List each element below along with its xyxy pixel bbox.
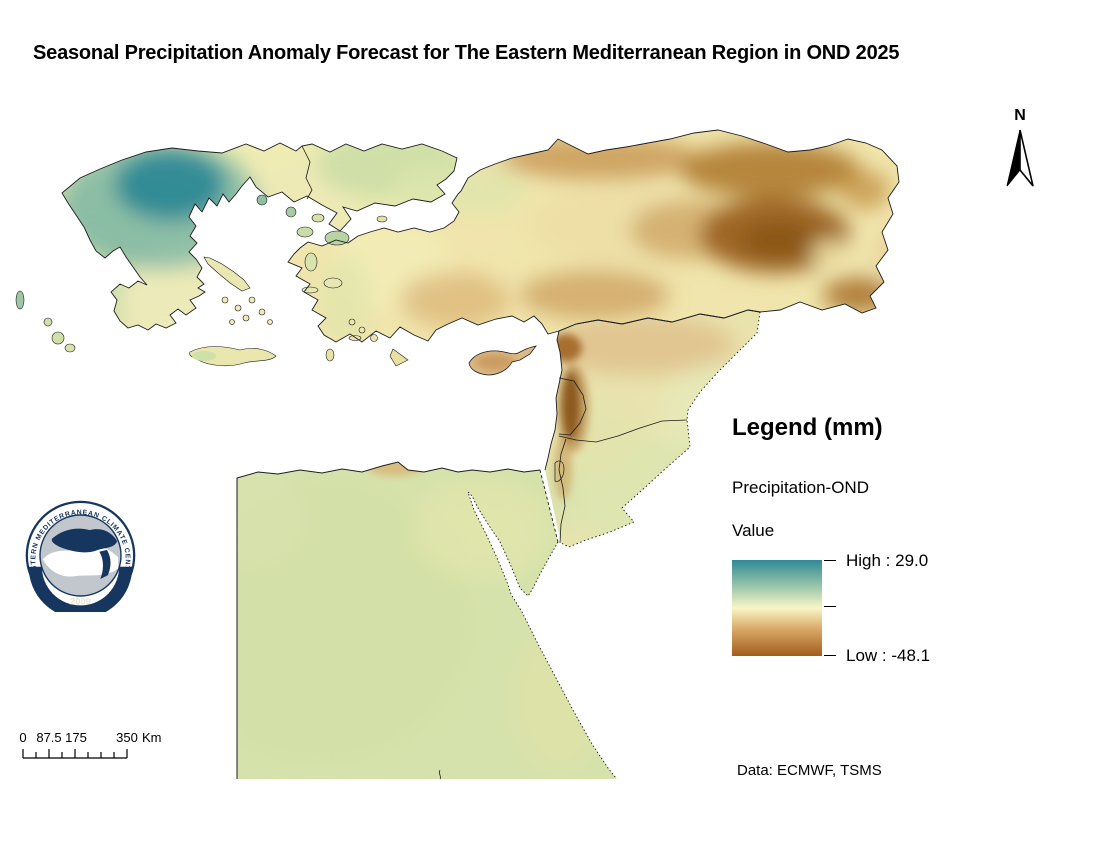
coastlines [61, 129, 900, 780]
map-title: Seasonal Precipitation Anomaly Forecast … [33, 42, 900, 64]
logo-bottom-band [28, 566, 133, 612]
legend-layer-label: Precipitation-OND [732, 478, 869, 497]
legend-title: Legend (mm) [732, 414, 883, 441]
logo-year: 2009 [70, 595, 91, 606]
legend-high-label: High : 29.0 [846, 551, 929, 570]
legend-tick-high [824, 560, 836, 561]
logo-star-left: ★ [51, 587, 58, 596]
region-turkey [288, 130, 899, 342]
legend-gradient-bar [732, 560, 822, 656]
legend-tick-low [824, 655, 836, 656]
legend-low-label: Low : -48.1 [846, 646, 931, 665]
north-arrow-icon: N [1006, 107, 1034, 187]
scale-label-175: 175 [65, 730, 87, 745]
scale-bar: 0 87.5 175 350 Km [19, 730, 162, 759]
scale-label-0: 0 [19, 730, 26, 745]
org-logo: EASTERN MEDITERRANEAN CLIMATE CENTRE ★ ★… [24, 499, 136, 612]
data-source-note: Data: ECMWF, TSMS [737, 762, 882, 779]
logo-levant-shape [99, 549, 111, 580]
legend-tick-mid [824, 606, 836, 607]
logo-star-right: ★ [103, 587, 110, 596]
scale-bar-ticks [22, 749, 128, 759]
scale-label-87: 87.5 [36, 730, 61, 745]
logo-turkey-shape [51, 528, 118, 553]
north-label: N [1014, 107, 1026, 124]
aegean-islands [15, 194, 409, 367]
legend-value-label: Value [732, 521, 775, 540]
logo-sea-shape [42, 545, 119, 577]
scale-label-350: 350 [116, 730, 138, 745]
scale-unit-label: Km [142, 730, 162, 745]
